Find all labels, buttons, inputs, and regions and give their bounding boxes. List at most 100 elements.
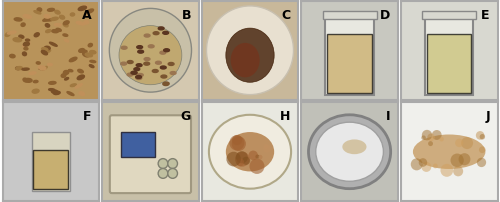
Ellipse shape [37, 8, 42, 12]
Ellipse shape [52, 30, 59, 33]
Ellipse shape [16, 67, 22, 70]
Ellipse shape [168, 62, 174, 65]
Circle shape [422, 162, 432, 172]
Ellipse shape [48, 63, 52, 66]
Ellipse shape [43, 18, 50, 21]
Circle shape [235, 152, 250, 167]
Ellipse shape [46, 30, 51, 33]
Ellipse shape [61, 74, 66, 77]
Ellipse shape [110, 8, 192, 92]
Ellipse shape [84, 21, 88, 24]
Ellipse shape [90, 50, 96, 54]
Circle shape [479, 146, 486, 153]
Text: J: J [485, 110, 490, 123]
Ellipse shape [55, 10, 60, 14]
Ellipse shape [34, 33, 40, 37]
Ellipse shape [24, 42, 30, 46]
Circle shape [480, 134, 485, 140]
Ellipse shape [153, 32, 159, 35]
Circle shape [428, 141, 433, 146]
Circle shape [422, 135, 426, 140]
Ellipse shape [164, 82, 169, 85]
Ellipse shape [52, 90, 58, 94]
Ellipse shape [14, 18, 22, 21]
Circle shape [168, 159, 177, 168]
Circle shape [256, 155, 260, 159]
Ellipse shape [63, 23, 68, 27]
Ellipse shape [148, 45, 154, 48]
Circle shape [476, 131, 484, 140]
Ellipse shape [170, 72, 176, 75]
Ellipse shape [68, 69, 73, 72]
Ellipse shape [79, 92, 84, 95]
Circle shape [440, 164, 453, 177]
FancyBboxPatch shape [425, 16, 474, 95]
Ellipse shape [22, 52, 26, 56]
Ellipse shape [161, 75, 167, 78]
Circle shape [168, 168, 177, 178]
Ellipse shape [64, 39, 68, 42]
Circle shape [230, 135, 244, 150]
Ellipse shape [67, 92, 74, 96]
Circle shape [263, 144, 271, 153]
Ellipse shape [163, 83, 168, 85]
FancyBboxPatch shape [328, 34, 372, 93]
Circle shape [455, 139, 464, 147]
Ellipse shape [13, 38, 22, 42]
FancyBboxPatch shape [110, 115, 191, 193]
Circle shape [232, 135, 242, 145]
Circle shape [264, 144, 268, 149]
Ellipse shape [316, 122, 384, 181]
Ellipse shape [22, 68, 29, 70]
Ellipse shape [138, 50, 143, 53]
Ellipse shape [34, 11, 41, 14]
Ellipse shape [77, 75, 84, 80]
Circle shape [232, 137, 246, 151]
Ellipse shape [82, 21, 88, 25]
Ellipse shape [70, 57, 77, 62]
Text: D: D [380, 9, 390, 22]
Ellipse shape [152, 69, 158, 73]
Circle shape [418, 158, 427, 167]
Ellipse shape [137, 46, 142, 49]
FancyBboxPatch shape [326, 16, 374, 95]
Ellipse shape [70, 13, 74, 16]
Ellipse shape [136, 77, 142, 79]
FancyBboxPatch shape [32, 132, 70, 191]
Ellipse shape [78, 6, 86, 11]
Ellipse shape [136, 76, 141, 78]
Ellipse shape [121, 46, 127, 49]
Ellipse shape [90, 65, 94, 68]
Ellipse shape [38, 67, 43, 69]
Ellipse shape [76, 22, 83, 24]
Ellipse shape [26, 39, 30, 41]
Ellipse shape [19, 35, 24, 38]
Circle shape [432, 130, 442, 140]
Ellipse shape [209, 115, 291, 189]
Ellipse shape [44, 50, 51, 54]
Ellipse shape [64, 70, 69, 74]
Circle shape [242, 157, 250, 165]
Ellipse shape [160, 66, 166, 69]
Ellipse shape [42, 48, 48, 51]
Ellipse shape [10, 54, 15, 58]
Circle shape [450, 154, 464, 167]
FancyBboxPatch shape [427, 34, 472, 93]
Circle shape [461, 137, 473, 149]
Circle shape [411, 158, 422, 170]
Ellipse shape [60, 15, 64, 19]
Ellipse shape [21, 23, 25, 26]
Circle shape [453, 166, 463, 176]
Ellipse shape [44, 19, 52, 21]
FancyBboxPatch shape [322, 11, 376, 19]
Circle shape [477, 158, 486, 167]
Ellipse shape [76, 84, 82, 88]
Circle shape [258, 155, 262, 159]
Ellipse shape [50, 42, 57, 46]
FancyBboxPatch shape [34, 150, 68, 189]
Ellipse shape [54, 24, 61, 26]
Circle shape [433, 163, 438, 168]
Ellipse shape [38, 66, 46, 70]
Ellipse shape [6, 33, 10, 36]
Ellipse shape [24, 47, 28, 50]
